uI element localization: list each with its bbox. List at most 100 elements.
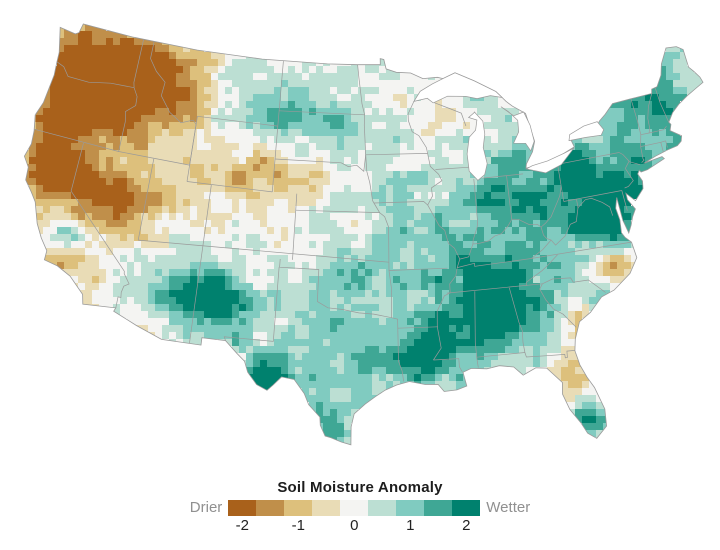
grid-cell <box>183 339 190 346</box>
grid-cell <box>512 185 519 192</box>
grid-cell <box>442 143 449 150</box>
grid-cell <box>78 157 85 164</box>
grid-cell <box>351 234 358 241</box>
grid-cell <box>176 318 183 325</box>
grid-cell <box>267 199 274 206</box>
grid-cell <box>232 59 239 66</box>
grid-cell <box>596 171 603 178</box>
grid-cell <box>372 318 379 325</box>
grid-cell <box>64 164 71 171</box>
grid-cell <box>533 185 540 192</box>
grid-cell <box>540 290 547 297</box>
grid-cell <box>295 262 302 269</box>
grid-cell <box>141 108 148 115</box>
grid-cell <box>309 283 316 290</box>
grid-cell <box>113 199 120 206</box>
grid-cell <box>176 192 183 199</box>
grid-cell <box>106 73 113 80</box>
grid-cell <box>204 283 211 290</box>
grid-cell <box>449 115 456 122</box>
grid-cell <box>183 206 190 213</box>
grid-cell <box>302 199 309 206</box>
grid-cell <box>148 94 155 101</box>
grid-cell <box>596 150 603 157</box>
grid-cell <box>645 150 652 157</box>
grid-cell <box>106 108 113 115</box>
grid-cell <box>470 304 477 311</box>
grid-cell <box>624 192 631 199</box>
grid-cell <box>169 115 176 122</box>
grid-cell <box>260 101 267 108</box>
state-border-line <box>654 87 670 123</box>
grid-cell <box>197 269 204 276</box>
grid-cell <box>85 290 92 297</box>
grid-cell <box>64 241 71 248</box>
grid-cell <box>365 241 372 248</box>
grid-cell <box>372 241 379 248</box>
grid-cell <box>582 234 589 241</box>
grid-cell <box>470 178 477 185</box>
grid-cell <box>36 136 43 143</box>
grid-cell <box>554 262 561 269</box>
grid-cell <box>547 178 554 185</box>
grid-cell <box>78 87 85 94</box>
grid-cell <box>463 199 470 206</box>
grid-cell <box>183 94 190 101</box>
grid-cell <box>239 150 246 157</box>
grid-cell <box>533 283 540 290</box>
grid-cell <box>456 283 463 290</box>
grid-cell <box>323 409 330 416</box>
grid-cell <box>323 220 330 227</box>
grid-cell <box>141 213 148 220</box>
grid-cell <box>337 388 344 395</box>
grid-cell <box>365 353 372 360</box>
state-border-line <box>433 358 463 372</box>
grid-cell <box>197 248 204 255</box>
grid-cell <box>316 66 323 73</box>
grid-cell <box>169 311 176 318</box>
grid-cell <box>267 262 274 269</box>
grid-cell <box>183 164 190 171</box>
grid-cell <box>372 297 379 304</box>
grid-cell <box>148 206 155 213</box>
grid-cell <box>372 234 379 241</box>
grid-cell <box>323 143 330 150</box>
grid-cell <box>211 269 218 276</box>
grid-cell <box>127 304 134 311</box>
grid-cell <box>582 157 589 164</box>
grid-cell <box>344 66 351 73</box>
grid-cell <box>365 94 372 101</box>
grid-cell <box>589 213 596 220</box>
grid-cell <box>519 164 526 171</box>
grid-cell <box>337 367 344 374</box>
grid-cell <box>498 192 505 199</box>
grid-cell <box>176 73 183 80</box>
grid-cell <box>659 136 666 143</box>
grid-cell <box>302 122 309 129</box>
grid-cell <box>582 395 589 402</box>
grid-cell <box>323 360 330 367</box>
grid-cell <box>540 206 547 213</box>
grid-cell <box>372 255 379 262</box>
grid-cell <box>288 325 295 332</box>
grid-cell <box>253 339 260 346</box>
grid-cell <box>351 318 358 325</box>
grid-cell <box>386 367 393 374</box>
grid-cell <box>596 157 603 164</box>
grid-cell <box>610 248 617 255</box>
grid-cell <box>652 157 659 164</box>
grid-cell <box>113 45 120 52</box>
grid-cell <box>253 80 260 87</box>
grid-cell <box>372 108 379 115</box>
grid-cell <box>169 185 176 192</box>
grid-cell <box>225 332 232 339</box>
grid-cell <box>225 318 232 325</box>
grid-cell <box>533 171 540 178</box>
grid-cell <box>281 59 288 66</box>
grid-cell <box>120 185 127 192</box>
grid-cell <box>456 192 463 199</box>
grid-cell <box>253 66 260 73</box>
grid-cell <box>134 283 141 290</box>
grid-cell <box>92 150 99 157</box>
grid-cell <box>575 255 582 262</box>
